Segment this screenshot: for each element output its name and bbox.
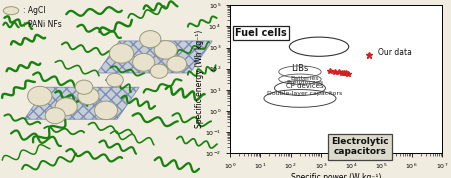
Text: CP devices: CP devices xyxy=(286,83,324,89)
Text: : PANi NFs: : PANi NFs xyxy=(23,20,62,29)
Text: Double-layer capacitors: Double-layer capacitors xyxy=(267,91,343,96)
Circle shape xyxy=(133,53,155,71)
Circle shape xyxy=(140,31,161,48)
Y-axis label: Specific energy (Wh kg⁻¹): Specific energy (Wh kg⁻¹) xyxy=(194,30,203,128)
Text: Pseudocaps: Pseudocaps xyxy=(286,80,323,85)
Circle shape xyxy=(150,64,168,78)
Circle shape xyxy=(78,88,99,105)
X-axis label: Specific power (W kg⁻¹): Specific power (W kg⁻¹) xyxy=(291,173,381,178)
Circle shape xyxy=(45,108,65,124)
Polygon shape xyxy=(97,41,212,73)
Circle shape xyxy=(95,101,118,120)
Text: Our data: Our data xyxy=(378,48,412,57)
Circle shape xyxy=(75,80,93,94)
Circle shape xyxy=(154,41,177,59)
Circle shape xyxy=(28,86,52,106)
Circle shape xyxy=(110,44,133,63)
Text: Electrolytic
capacitors: Electrolytic capacitors xyxy=(331,137,389,156)
Ellipse shape xyxy=(3,7,19,15)
Circle shape xyxy=(106,73,123,87)
Text: : AgCl: : AgCl xyxy=(23,6,46,15)
Text: Batteries: Batteries xyxy=(291,76,319,81)
Circle shape xyxy=(55,98,78,116)
Text: LIBs: LIBs xyxy=(291,64,308,73)
Polygon shape xyxy=(24,87,139,119)
Circle shape xyxy=(167,56,187,72)
Text: Fuel cells: Fuel cells xyxy=(235,28,287,38)
